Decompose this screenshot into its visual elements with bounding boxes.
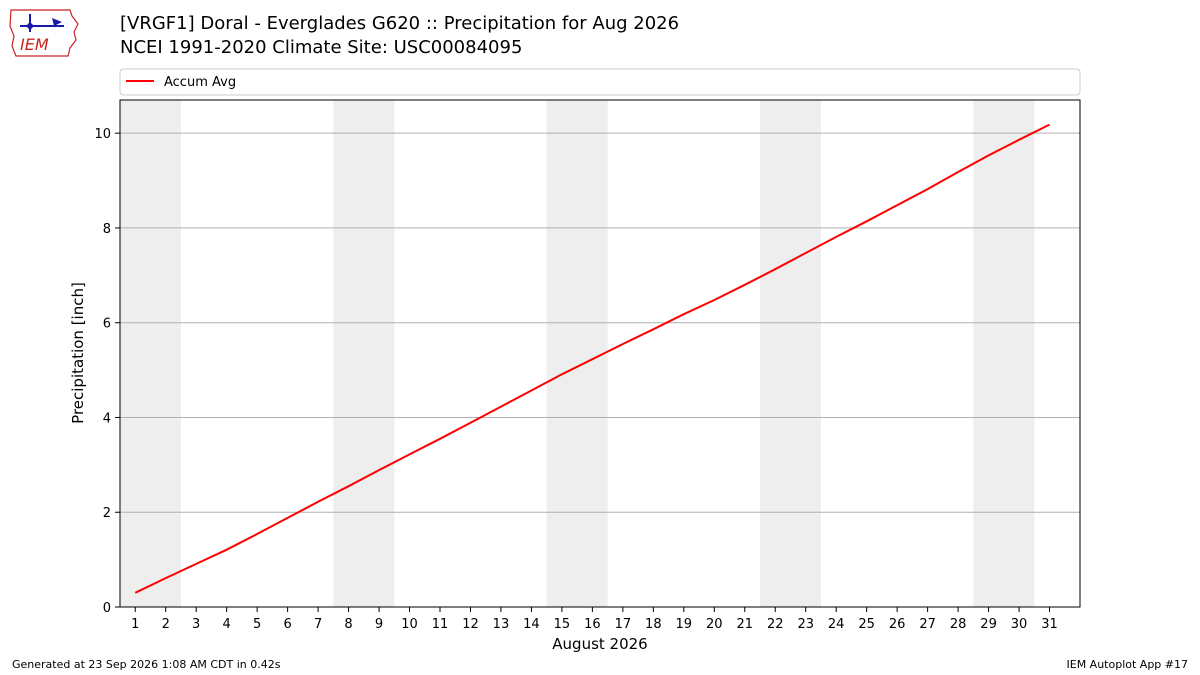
x-tick-label: 3 xyxy=(192,617,200,632)
weather-vane-cup xyxy=(27,23,33,29)
x-tick-label: 5 xyxy=(253,617,261,632)
x-tick-label: 19 xyxy=(676,617,693,632)
weekend-band xyxy=(120,100,181,607)
x-tick-label: 29 xyxy=(980,617,997,632)
x-tick-label: 25 xyxy=(858,617,875,632)
x-tick-label: 30 xyxy=(1011,617,1028,632)
x-tick-label: 26 xyxy=(889,617,906,632)
y-axis-label: Precipitation [inch] xyxy=(69,282,87,424)
x-tick-label: 1 xyxy=(131,617,139,632)
x-tick-label: 9 xyxy=(375,617,383,632)
iem-logo: IEM xyxy=(8,6,80,58)
weekend-band xyxy=(546,100,608,607)
x-tick-label: 23 xyxy=(797,617,814,632)
legend: Accum Avg xyxy=(119,68,1081,96)
x-tick-label: 13 xyxy=(493,617,510,632)
x-tick-label: 7 xyxy=(314,617,322,632)
x-tick-label: 22 xyxy=(767,617,784,632)
x-tick-label: 10 xyxy=(401,617,418,632)
x-tick-label: 28 xyxy=(950,617,967,632)
y-tick-label: 6 xyxy=(103,317,111,332)
x-tick-label: 16 xyxy=(584,617,601,632)
logo-text: IEM xyxy=(20,35,49,54)
plot-frame xyxy=(119,99,1081,608)
x-tick-label: 12 xyxy=(462,617,479,632)
x-tick-label: 15 xyxy=(554,617,571,632)
y-tick-label: 2 xyxy=(103,506,111,521)
weekend-band xyxy=(333,100,395,607)
legend-box xyxy=(119,68,1081,96)
x-tick-label: 20 xyxy=(706,617,723,632)
weekend-band xyxy=(760,100,821,607)
x-tick-label: 14 xyxy=(523,617,540,632)
x-tick-label: 4 xyxy=(223,617,231,632)
chart-subtitle: NCEI 1991-2020 Climate Site: USC00084095 xyxy=(120,37,523,58)
y-tick-label: 4 xyxy=(103,411,111,426)
x-axis-label: August 2026 xyxy=(552,635,647,653)
legend-label-accum-avg: Accum Avg xyxy=(164,75,236,90)
chart-title: [VRGF1] Doral - Everglades G620 :: Preci… xyxy=(120,13,680,34)
y-tick-label: 8 xyxy=(103,222,111,237)
x-tick-label: 24 xyxy=(828,617,845,632)
x-tick-label: 2 xyxy=(162,617,170,632)
x-tick-label: 8 xyxy=(344,617,352,632)
app-credit: IEM Autoplot App #17 xyxy=(1066,658,1189,671)
weather-vane-flag xyxy=(52,18,62,26)
series-line-accum-avg xyxy=(134,123,1050,594)
y-tick-label: 10 xyxy=(94,127,111,142)
x-tick-label: 18 xyxy=(645,617,662,632)
x-tick-label: 11 xyxy=(432,617,449,632)
x-tick-label: 17 xyxy=(615,617,632,632)
weekend-band xyxy=(973,100,1035,607)
x-tick-label: 31 xyxy=(1041,617,1058,632)
iowa-outline xyxy=(9,9,79,57)
y-tick-label: 0 xyxy=(103,601,111,616)
generated-timestamp: Generated at 23 Sep 2026 1:08 AM CDT in … xyxy=(12,658,281,671)
x-tick-label: 21 xyxy=(736,617,753,632)
x-tick-label: 6 xyxy=(283,617,291,632)
x-tick-label: 27 xyxy=(919,617,936,632)
